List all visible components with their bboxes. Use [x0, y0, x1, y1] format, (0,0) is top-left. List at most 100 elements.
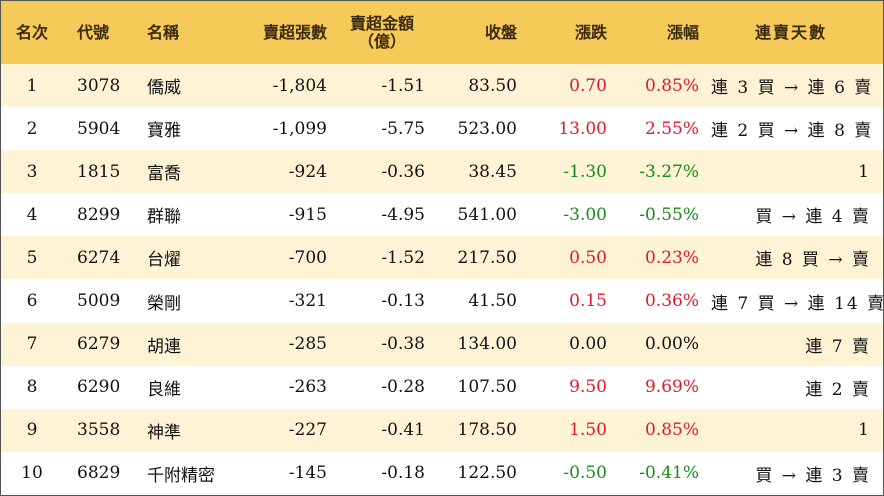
- close-price-cell: 134.00: [457, 334, 517, 355]
- sell-amount-cell: -0.38: [381, 334, 425, 355]
- table-row: 9 3558 神準 -227 -0.41 178.50 1.50 0.85% 1: [1, 408, 883, 452]
- stock-code-cell: 6279: [77, 334, 121, 355]
- close-price-cell: 38.45: [468, 161, 517, 182]
- change-pct-cell: 9.69%: [644, 377, 699, 398]
- streak-days-cell: 連 2 賣: [805, 379, 871, 400]
- streak-days-cell: 1: [858, 161, 871, 182]
- sell-amount-cell: -0.18: [381, 463, 425, 484]
- rank-cell: 2: [26, 118, 38, 139]
- header-rank: 名次: [15, 22, 48, 42]
- change-pct-cell: 0.85%: [644, 75, 699, 96]
- stock-code-cell: 6290: [77, 377, 121, 398]
- price-change-cell: -1.30: [563, 161, 607, 182]
- close-price-cell: 217.50: [457, 247, 517, 268]
- close-price-cell: 122.50: [457, 463, 517, 484]
- streak-days-cell: 1: [858, 420, 871, 441]
- rank-cell: 7: [26, 334, 38, 355]
- stock-code-cell: 5009: [77, 291, 121, 312]
- streak-days-cell: 連 2 買 → 連 8 賣: [711, 121, 874, 142]
- stock-code-cell: 5904: [77, 118, 121, 139]
- stock-code-cell: 1815: [77, 161, 121, 182]
- change-pct-cell: -0.55%: [639, 204, 699, 225]
- price-change-cell: 0.50: [569, 247, 607, 268]
- table-row: 8 6290 良維 -263 -0.28 107.50 9.50 9.69% 連 2 賣: [1, 365, 883, 409]
- price-change-cell: 13.00: [558, 118, 607, 139]
- table-row: 4 8299 群聯 -915 -4.95 541.00 -3.00 -0.55% 買 → 連 4…: [1, 193, 883, 237]
- header-close: 收盤: [484, 22, 517, 42]
- price-change-cell: 0.00: [569, 334, 607, 355]
- rank-cell: 8: [26, 377, 38, 398]
- table-row: 2 5904 寶雅 -1,099 -5.75 523.00 13.00 2.55% 連 2 買 …: [1, 107, 883, 151]
- rank-cell: 1: [26, 75, 38, 96]
- table-body: 1 3078 僑威 -1,804 -1.51 83.50 0.70 0.85% 連 3 買 → …: [1, 64, 884, 495]
- change-pct-cell: 0.36%: [644, 291, 699, 312]
- stock-code-cell: 6274: [77, 247, 121, 268]
- stock-name-cell: 台燿: [147, 250, 181, 271]
- table-row: 1 3078 僑威 -1,804 -1.51 83.50 0.70 0.85% 連 3 買 → …: [1, 64, 883, 108]
- header-sell-amount: 賣超金額 （億）: [333, 1, 431, 64]
- table-header-row: 名次 代號 名稱 賣超張數 賣超金額 （億） 收盤 漲跌 漲幅 連賣天數: [1, 1, 883, 64]
- streak-days-cell: 買 → 連 3 賣: [755, 465, 871, 486]
- streak-days-cell: 連 3 買 → 連 6 賣: [711, 78, 874, 99]
- sell-lots-cell: -915: [288, 204, 327, 225]
- sell-amount-cell: -1.52: [381, 247, 425, 268]
- price-change-cell: 0.70: [569, 75, 607, 96]
- sell-lots-cell: -285: [288, 334, 327, 355]
- sell-amount-cell: -0.13: [381, 291, 425, 312]
- stock-name-cell: 千附精密: [147, 465, 215, 486]
- table-row: 5 6274 台燿 -700 -1.52 217.50 0.50 0.23% 連 8 買 → 賣: [1, 236, 883, 280]
- streak-days-cell: 連 8 買 → 賣: [755, 250, 871, 271]
- header-sell-amount-line1: 賣超金額: [349, 13, 414, 33]
- streak-days-cell: 連 7 賣: [805, 336, 871, 357]
- header-sell-amount-line2: （億）: [357, 31, 406, 51]
- sell-amount-cell: -0.41: [381, 420, 425, 441]
- stock-name-cell: 良維: [147, 379, 181, 400]
- stock-code-cell: 3078: [77, 75, 121, 96]
- stock-name-cell: 榮剛: [147, 293, 181, 314]
- change-pct-cell: -3.27%: [639, 161, 699, 182]
- rank-cell: 6: [26, 291, 38, 312]
- stock-name-cell: 群聯: [147, 207, 181, 228]
- change-pct-cell: 2.55%: [644, 118, 699, 139]
- price-change-cell: 9.50: [569, 377, 607, 398]
- stock-code-cell: 8299: [77, 204, 121, 225]
- sell-amount-cell: -1.51: [381, 75, 425, 96]
- sell-lots-cell: -145: [288, 463, 327, 484]
- sell-lots-cell: -321: [288, 291, 327, 312]
- close-price-cell: 541.00: [457, 204, 517, 225]
- stock-name-cell: 神準: [147, 422, 181, 443]
- rank-cell: 3: [26, 161, 38, 182]
- price-change-cell: 0.15: [569, 291, 607, 312]
- sell-amount-cell: -4.95: [381, 204, 425, 225]
- sell-amount-cell: -0.36: [381, 161, 425, 182]
- header-change-pct: 漲幅: [666, 22, 699, 42]
- change-pct-cell: 0.00%: [644, 334, 699, 355]
- stock-name-cell: 胡連: [147, 336, 181, 357]
- change-pct-cell: 0.85%: [644, 420, 699, 441]
- table-row: 6 5009 榮剛 -321 -0.13 41.50 0.15 0.36% 連 7 買 → 連 …: [1, 279, 884, 323]
- sell-lots-cell: -924: [288, 161, 327, 182]
- sell-lots-cell: -1,099: [272, 118, 327, 139]
- rank-cell: 4: [26, 204, 38, 225]
- price-change-cell: 1.50: [569, 420, 607, 441]
- streak-days-cell: 買 → 連 4 賣: [755, 207, 871, 228]
- close-price-cell: 107.50: [457, 377, 517, 398]
- stock-name-cell: 富喬: [147, 164, 181, 185]
- close-price-cell: 523.00: [457, 118, 517, 139]
- close-price-cell: 178.50: [457, 420, 517, 441]
- sell-amount-cell: -0.28: [381, 377, 425, 398]
- rank-cell: 10: [21, 463, 43, 484]
- stock-code-cell: 3558: [77, 420, 121, 441]
- sell-lots-cell: -263: [288, 377, 327, 398]
- close-price-cell: 83.50: [468, 75, 517, 96]
- header-name: 名稱: [147, 22, 180, 42]
- close-price-cell: 41.50: [468, 291, 517, 312]
- table-row: 7 6279 胡連 -285 -0.38 134.00 0.00 0.00% 連 7 賣: [1, 322, 883, 366]
- sell-lots-cell: -227: [288, 420, 327, 441]
- header-change: 漲跌: [574, 22, 607, 42]
- header-code: 代號: [77, 22, 110, 42]
- stock-name-cell: 寶雅: [147, 121, 181, 142]
- rank-cell: 5: [26, 247, 38, 268]
- table-row: 3 1815 富喬 -924 -0.36 38.45 -1.30 -3.27% 1: [1, 150, 883, 194]
